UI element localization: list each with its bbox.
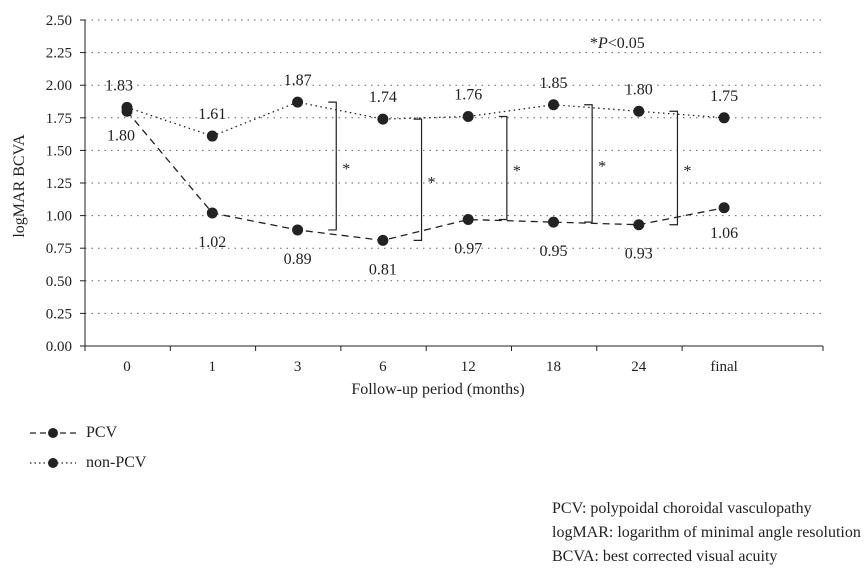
- significance-asterisk: *: [428, 175, 436, 192]
- legend-label-non-pcv: non-PCV: [86, 454, 147, 471]
- series-line-pcv: [126, 110, 725, 242]
- data-label: 1.85: [540, 75, 568, 92]
- significance-asterisk: *: [513, 163, 521, 180]
- legend-item-non-pcv: non-PCV: [28, 454, 146, 472]
- x-tick-label: final: [710, 359, 738, 375]
- data-label: 1.06: [710, 225, 738, 242]
- x-tick-labels: 0 1 3 6 12 18 24 final: [123, 359, 738, 375]
- y-tick-label: 2.00: [46, 78, 72, 94]
- significance-bracket: [413, 118, 423, 241]
- data-point: [377, 234, 389, 246]
- data-point: [633, 105, 645, 117]
- x-axis-label: Follow-up period (months): [351, 381, 524, 398]
- data-point: [462, 110, 474, 122]
- significance-bracket: [498, 115, 508, 221]
- x-tick-label: 18: [546, 359, 561, 375]
- y-tick-label: 1.75: [46, 111, 72, 127]
- legend-item-pcv: PCV: [28, 424, 117, 442]
- data-point: [548, 99, 559, 111]
- chart: 0.00 0.25 0.50 0.75 1.00 1.25 1.50 1.75 2.00 2.25…: [11, 13, 824, 398]
- significance-asterisk: *: [683, 163, 691, 180]
- significance-bracket: [328, 101, 337, 231]
- footnote-logmar: logMAR: logarithm of minimal angle resol…: [552, 524, 861, 541]
- data-point: [718, 202, 730, 214]
- data-point: [292, 96, 304, 108]
- footnote-bcva: BCVA: best corrected visual acuity: [552, 548, 778, 565]
- y-tick-label: 1.00: [46, 209, 72, 225]
- significance-bracket: [584, 104, 593, 223]
- p-value-threshold: <0.05: [608, 35, 645, 52]
- x-tick-label: 24: [631, 359, 647, 375]
- data-point: [121, 101, 133, 113]
- series-lines: [121, 96, 730, 246]
- x-tick-label: 0: [123, 359, 131, 375]
- data-label: 1.87: [284, 72, 312, 89]
- y-tick-label: 0.50: [46, 274, 72, 290]
- legend-label-pcv: PCV: [86, 424, 118, 441]
- data-point: [206, 130, 218, 142]
- data-point: [377, 113, 389, 125]
- y-tick-label: 0.25: [46, 306, 72, 322]
- legend-marker-dashed: [30, 428, 76, 438]
- p-value-italic: P: [597, 35, 608, 52]
- significance-asterisk: *: [598, 158, 606, 175]
- footnote-pcv: PCV: polypoidal choroidal vasculopathy: [552, 500, 812, 517]
- data-point: [548, 216, 559, 228]
- x-tick-label: 6: [379, 359, 387, 375]
- data-label: 0.93: [625, 246, 653, 263]
- p-value-star: *: [590, 35, 598, 52]
- data-label: 0.89: [284, 251, 312, 268]
- y-tick-label: 1.25: [46, 176, 72, 192]
- x-tick-label: 12: [461, 359, 476, 375]
- data-label: 1.75: [710, 88, 738, 105]
- y-tick-labels: 0.00 0.25 0.50 0.75 1.00 1.25 1.50 1.75 2.00 2.25…: [46, 13, 72, 355]
- y-tick-label: 1.50: [46, 143, 72, 159]
- data-labels: 1.80 1.02 0.89 0.81 0.97 0.95 0.93 1.06 1.83 1.61…: [105, 72, 738, 278]
- data-label: 0.81: [369, 261, 397, 278]
- data-label: 1.02: [198, 234, 226, 251]
- data-point: [462, 214, 474, 226]
- data-label: 1.74: [369, 89, 397, 106]
- p-value-annotation: *P<0.05: [590, 35, 645, 52]
- significance-brackets: * * * * *: [328, 101, 691, 241]
- data-label: 1.80: [107, 127, 135, 144]
- legend-marker-dotted: [30, 458, 76, 468]
- data-point: [292, 224, 304, 236]
- significance-asterisk: *: [342, 161, 350, 178]
- footnotes: PCV: polypoidal choroidal vasculopathy l…: [552, 497, 861, 569]
- y-tick-label: 2.50: [46, 13, 72, 29]
- gridlines: [85, 19, 823, 314]
- data-point: [718, 112, 730, 124]
- data-label: 0.95: [540, 243, 568, 260]
- data-point: [633, 219, 645, 231]
- y-axis-label: logMAR BCVA: [11, 134, 28, 238]
- y-tick-label: 0.00: [46, 339, 72, 355]
- x-tick-label: 3: [294, 359, 302, 375]
- data-point: [206, 207, 218, 219]
- data-label: 1.61: [198, 106, 226, 123]
- significance-bracket: [669, 110, 679, 226]
- data-label: 1.83: [105, 77, 133, 94]
- data-label: 1.80: [625, 81, 653, 98]
- data-label: 1.76: [454, 86, 482, 103]
- y-tick-label: 2.25: [46, 46, 72, 62]
- data-label: 0.97: [454, 241, 482, 258]
- series-line-non-pcv: [126, 101, 725, 137]
- x-tick-label: 1: [209, 359, 217, 375]
- axes: [80, 19, 824, 351]
- y-tick-label: 0.75: [46, 241, 72, 257]
